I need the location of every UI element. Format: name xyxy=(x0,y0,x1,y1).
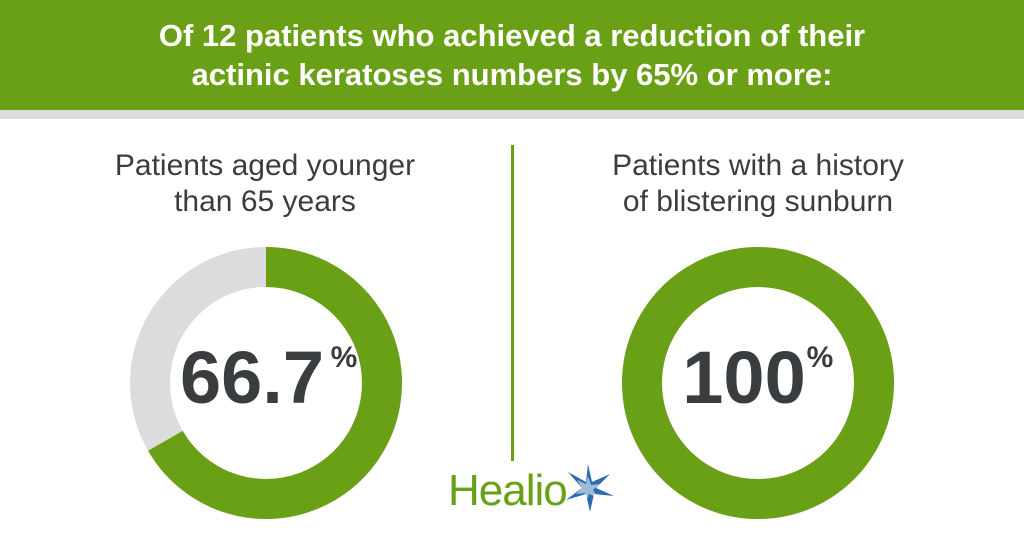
right-donut-unit-label: % xyxy=(807,341,834,374)
right-donut-chart: 100 % xyxy=(622,247,894,519)
header-shadow xyxy=(0,110,1024,119)
left-donut-unit-label: % xyxy=(331,341,358,374)
center-divider xyxy=(511,145,514,461)
right-donut-value-arc xyxy=(622,247,894,519)
star-burst-icon xyxy=(566,464,614,512)
left-donut-value-arc xyxy=(148,247,402,519)
left-donut-chart: 66.7 % xyxy=(130,247,402,519)
right-chart-title-line-1: Patients with a history xyxy=(612,149,904,182)
header-line-1: Of 12 patients who achieved a reduction … xyxy=(158,18,866,53)
left-donut-value-label: 66.7 xyxy=(180,336,324,419)
header-banner: Of 12 patients who achieved a reduction … xyxy=(0,0,1024,110)
header-line-2: actinic keratoses numbers by 65% or more… xyxy=(191,57,833,92)
right-chart-title: Patients with a history of blistering su… xyxy=(548,148,968,220)
left-chart-title-line-2: than 65 years xyxy=(174,185,356,218)
logo-text: Healio xyxy=(448,466,568,515)
left-chart-title: Patients aged younger than 65 years xyxy=(55,148,475,220)
right-chart-title-line-2: of blistering sunburn xyxy=(622,185,894,218)
left-chart-title-line-1: Patients aged younger xyxy=(114,149,416,182)
right-donut-value-label: 100 xyxy=(682,336,805,419)
healio-logo: Healio xyxy=(448,462,618,522)
